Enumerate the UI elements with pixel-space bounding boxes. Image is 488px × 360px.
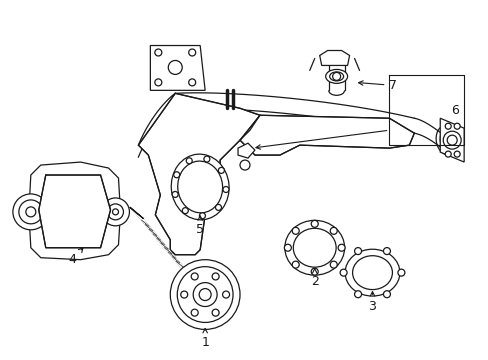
Circle shape — [340, 269, 346, 276]
Circle shape — [292, 261, 299, 268]
Ellipse shape — [345, 249, 399, 296]
Text: 7: 7 — [358, 79, 397, 92]
Circle shape — [182, 208, 188, 213]
Circle shape — [310, 268, 318, 275]
Polygon shape — [39, 175, 110, 248]
Circle shape — [155, 49, 162, 56]
Circle shape — [102, 198, 129, 226]
Ellipse shape — [352, 256, 392, 289]
Polygon shape — [129, 207, 143, 219]
Circle shape — [199, 289, 211, 301]
Circle shape — [383, 291, 389, 298]
Circle shape — [383, 248, 389, 255]
Circle shape — [191, 273, 198, 280]
Ellipse shape — [325, 69, 347, 84]
Circle shape — [397, 269, 404, 276]
Circle shape — [223, 186, 228, 193]
Circle shape — [203, 156, 209, 162]
Polygon shape — [238, 143, 254, 158]
Ellipse shape — [329, 72, 343, 81]
Circle shape — [191, 309, 198, 316]
Ellipse shape — [177, 161, 222, 213]
Circle shape — [212, 309, 219, 316]
Circle shape — [292, 228, 299, 234]
Circle shape — [13, 194, 49, 230]
Text: 6: 6 — [450, 104, 458, 117]
Circle shape — [168, 60, 182, 75]
Circle shape — [447, 135, 456, 145]
Ellipse shape — [293, 228, 335, 267]
Polygon shape — [138, 93, 260, 255]
Circle shape — [181, 291, 187, 298]
Circle shape — [329, 228, 337, 234]
Circle shape — [19, 200, 42, 224]
Text: 4: 4 — [69, 248, 83, 266]
Circle shape — [222, 291, 229, 298]
Polygon shape — [439, 118, 463, 162]
Circle shape — [329, 261, 337, 268]
Ellipse shape — [439, 130, 453, 150]
Text: 2: 2 — [310, 269, 318, 288]
Circle shape — [170, 260, 240, 329]
Text: 1: 1 — [201, 328, 209, 349]
Circle shape — [199, 213, 205, 219]
Polygon shape — [319, 50, 349, 66]
Circle shape — [155, 79, 162, 86]
Circle shape — [310, 220, 318, 227]
Circle shape — [453, 151, 459, 157]
Circle shape — [188, 49, 195, 56]
Circle shape — [354, 291, 361, 298]
Circle shape — [240, 160, 249, 170]
Circle shape — [177, 267, 233, 323]
Ellipse shape — [285, 220, 344, 275]
Ellipse shape — [435, 125, 457, 155]
Circle shape — [284, 244, 291, 251]
Circle shape — [444, 151, 450, 157]
Circle shape — [215, 204, 221, 210]
Circle shape — [453, 123, 459, 129]
Polygon shape — [133, 210, 188, 273]
Polygon shape — [240, 115, 413, 155]
Circle shape — [186, 158, 192, 164]
Circle shape — [26, 207, 36, 217]
Circle shape — [188, 79, 195, 86]
Text: 3: 3 — [368, 292, 376, 313]
Circle shape — [193, 283, 217, 306]
Circle shape — [444, 123, 450, 129]
Circle shape — [172, 192, 178, 197]
Circle shape — [337, 244, 345, 251]
Ellipse shape — [171, 154, 228, 220]
Circle shape — [212, 273, 219, 280]
Text: 5: 5 — [196, 216, 204, 236]
Polygon shape — [29, 162, 120, 260]
Circle shape — [332, 72, 340, 80]
Circle shape — [218, 167, 224, 174]
Circle shape — [112, 209, 118, 215]
Circle shape — [173, 172, 179, 178]
Circle shape — [107, 204, 123, 220]
Circle shape — [442, 131, 460, 149]
Polygon shape — [150, 45, 205, 90]
Circle shape — [354, 248, 361, 255]
Polygon shape — [175, 93, 413, 133]
